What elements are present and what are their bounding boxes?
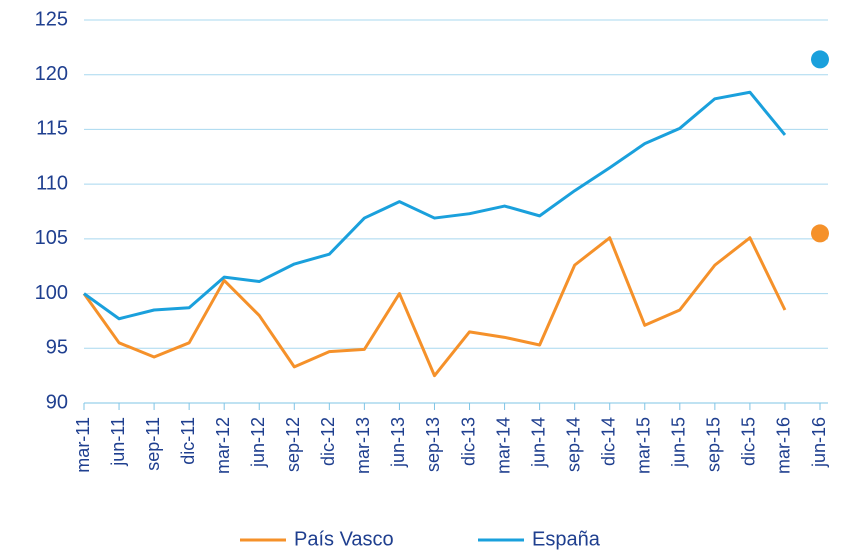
y-tick-label: 120 xyxy=(35,63,68,85)
y-tick-label: 90 xyxy=(46,391,68,413)
x-tick-label: jun-14 xyxy=(528,417,548,468)
x-tick-label: jun-12 xyxy=(248,417,268,468)
point-marker xyxy=(811,50,829,69)
x-tick-label: mar-13 xyxy=(353,417,373,474)
point-marker xyxy=(811,224,829,243)
x-tick-label: jun-13 xyxy=(388,417,408,468)
x-tick-label: mar-12 xyxy=(213,417,233,474)
x-tick-label: jun-16 xyxy=(809,417,829,468)
x-tick-label: mar-11 xyxy=(73,417,93,473)
x-tick-label: sep-14 xyxy=(563,417,583,472)
y-tick-label: 115 xyxy=(36,118,68,140)
line-series xyxy=(83,90,787,321)
x-tick-label: sep-11 xyxy=(143,417,163,471)
x-tick-label: dic-11 xyxy=(178,417,198,465)
x-tick-label: mar-14 xyxy=(493,417,513,474)
x-tick-label: jun-15 xyxy=(669,417,689,468)
x-tick-label: dic-12 xyxy=(318,417,338,466)
y-tick-label: 110 xyxy=(36,172,68,194)
y-tick-label: 95 xyxy=(46,337,68,359)
y-tick-label: 100 xyxy=(35,282,68,304)
x-tick-label: dic-15 xyxy=(739,417,759,466)
x-tick-label: dic-13 xyxy=(458,417,478,466)
x-tick-label: sep-12 xyxy=(283,417,303,472)
x-tick-label: mar-16 xyxy=(774,417,794,474)
legend-label: España xyxy=(532,528,601,550)
x-tick-label: dic-14 xyxy=(598,417,618,466)
y-tick-label: 105 xyxy=(35,227,68,249)
x-tick-label: sep-15 xyxy=(704,417,724,472)
line-series xyxy=(82,236,787,378)
y-tick-label: 125 xyxy=(35,8,68,30)
x-tick-label: mar-15 xyxy=(634,417,654,474)
legend-label: País Vasco xyxy=(294,528,394,550)
x-tick-label: sep-13 xyxy=(423,417,443,472)
x-tick-label: jun-11 xyxy=(108,417,128,467)
